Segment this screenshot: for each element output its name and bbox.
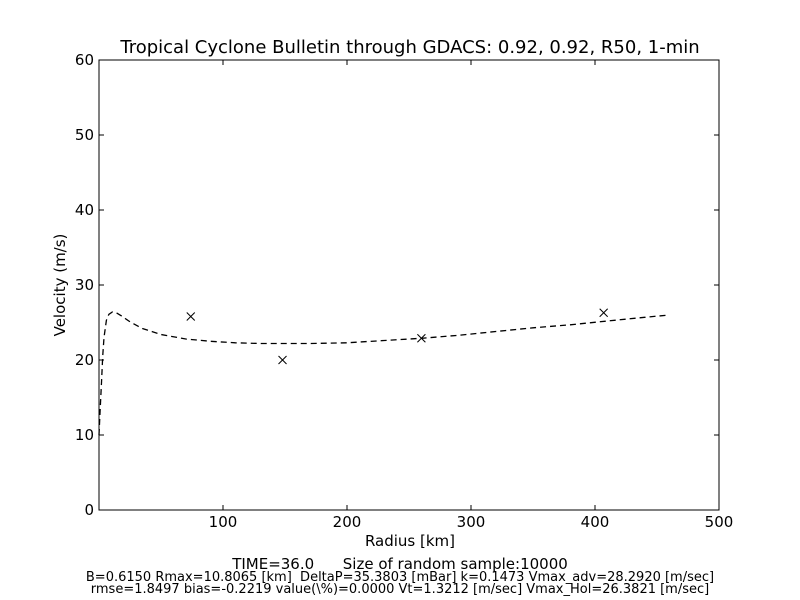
x-tick-label: 500 [705,513,734,531]
x-axis-label: Radius [km] [365,532,455,550]
y-tick-label: 20 [75,351,94,369]
observation-marker [599,308,609,318]
y-tick-label: 10 [75,426,94,444]
observation-marker [278,355,287,365]
x-tick-label: 300 [457,513,486,531]
chart-title: Tropical Cyclone Bulletin through GDACS:… [119,37,699,58]
y-tick-label: 60 [75,51,94,69]
x-tick-label: 100 [209,513,238,531]
series-line-0 [98,311,670,436]
x-tick-label: 400 [581,513,610,531]
series-layer [98,308,670,436]
axis-ticks: 100 200 300 400 500 0 10 20 30 40 50 60 [75,51,733,531]
observation-marker [417,333,426,343]
plot-frame [98,59,720,511]
y-tick-label: 40 [75,201,94,219]
footer-stats: rmse=1.8497 bias=-0.2219 value(\%)=0.000… [90,582,710,597]
footer-time: TIME=36.0 Size of random sample:10000 [232,555,568,573]
observation-marker [186,312,196,321]
y-axis-label: Velocity (m/s) [51,234,69,337]
footer-params: B=0.6150 Rmax=10.8065 [km] DeltaP=35.380… [85,570,715,585]
x-tick-label: 200 [333,513,362,531]
y-tick-label: 30 [75,276,94,294]
y-tick-label: 50 [75,126,94,144]
y-tick-label: 0 [84,501,94,519]
